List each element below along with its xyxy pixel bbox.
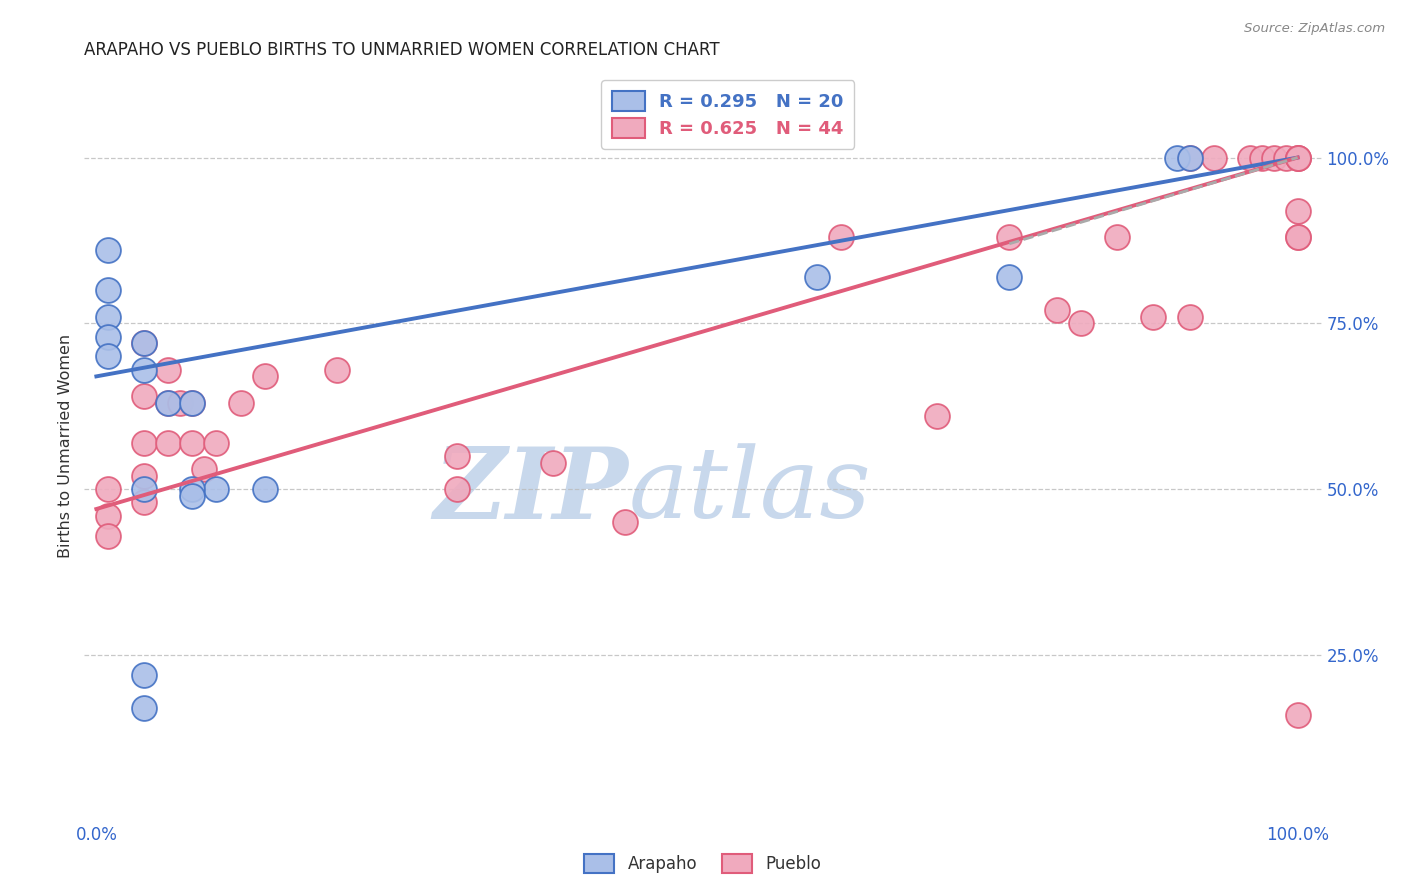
Point — [157, 363, 180, 377]
Text: atlas: atlas — [628, 443, 872, 539]
Point — [97, 482, 120, 496]
Point — [1263, 151, 1285, 165]
Point — [229, 396, 252, 410]
Point — [134, 389, 156, 403]
Point — [181, 482, 204, 496]
Point — [134, 482, 156, 496]
Point — [181, 489, 204, 503]
Point — [134, 701, 156, 715]
Point — [181, 435, 204, 450]
Point — [541, 456, 564, 470]
Text: Source: ZipAtlas.com: Source: ZipAtlas.com — [1244, 22, 1385, 36]
Point — [1178, 151, 1201, 165]
Point — [1046, 303, 1069, 318]
Point — [157, 396, 180, 410]
Point — [97, 350, 120, 364]
Point — [1274, 151, 1296, 165]
Point — [205, 482, 228, 496]
Point — [1286, 151, 1309, 165]
Point — [97, 310, 120, 324]
Point — [998, 269, 1021, 284]
Point — [97, 244, 120, 258]
Point — [181, 396, 204, 410]
Point — [134, 667, 156, 681]
Point — [134, 495, 156, 509]
Y-axis label: Births to Unmarried Women: Births to Unmarried Women — [58, 334, 73, 558]
Point — [169, 396, 191, 410]
Point — [1286, 203, 1309, 218]
Point — [1286, 151, 1309, 165]
Point — [998, 230, 1021, 244]
Point — [97, 508, 120, 523]
Point — [1142, 310, 1164, 324]
Point — [446, 482, 468, 496]
Point — [1178, 151, 1201, 165]
Point — [97, 329, 120, 343]
Point — [97, 528, 120, 542]
Point — [1202, 151, 1225, 165]
Point — [1286, 151, 1309, 165]
Point — [193, 462, 215, 476]
Point — [134, 363, 156, 377]
Point — [157, 396, 180, 410]
Point — [1286, 230, 1309, 244]
Point — [253, 369, 276, 384]
Point — [205, 435, 228, 450]
Text: ARAPAHO VS PUEBLO BIRTHS TO UNMARRIED WOMEN CORRELATION CHART: ARAPAHO VS PUEBLO BIRTHS TO UNMARRIED WO… — [84, 41, 720, 59]
Point — [134, 435, 156, 450]
Point — [181, 396, 204, 410]
Point — [806, 269, 828, 284]
Point — [1178, 310, 1201, 324]
Point — [97, 283, 120, 297]
Point — [1239, 151, 1261, 165]
Point — [613, 515, 636, 529]
Legend: Arapaho, Pueblo: Arapaho, Pueblo — [578, 847, 828, 880]
Point — [1107, 230, 1129, 244]
Point — [134, 468, 156, 483]
Point — [134, 336, 156, 351]
Point — [1286, 707, 1309, 722]
Point — [157, 435, 180, 450]
Point — [325, 363, 347, 377]
Point — [927, 409, 949, 424]
Point — [1286, 230, 1309, 244]
Point — [446, 449, 468, 463]
Point — [253, 482, 276, 496]
Point — [134, 336, 156, 351]
Text: ZIP: ZIP — [434, 442, 628, 539]
Point — [1166, 151, 1188, 165]
Point — [1250, 151, 1272, 165]
Point — [830, 230, 852, 244]
Point — [1070, 316, 1092, 330]
